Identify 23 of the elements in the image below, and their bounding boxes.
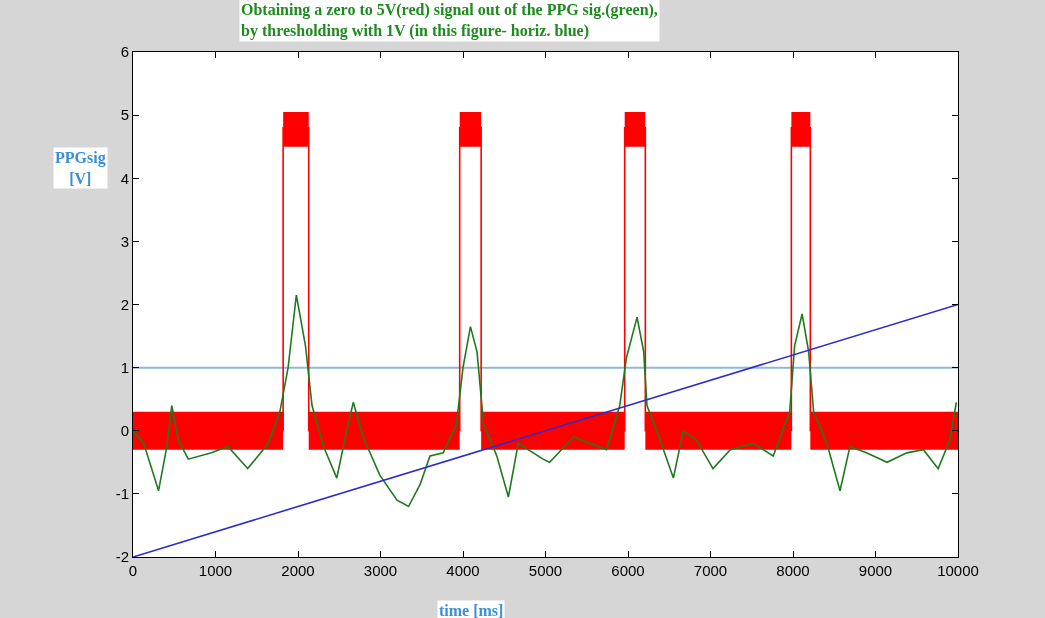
x-tick-label: 3000 (363, 562, 398, 579)
y-tick-label: 0 (120, 422, 129, 439)
y-tick-label: 6 (120, 43, 129, 61)
x-tick-label: 6000 (611, 562, 645, 579)
x-tick-label: 2000 (281, 562, 315, 579)
line-series (133, 294, 958, 508)
y-tick-label: 3 (120, 232, 129, 250)
chart-title: Obtaining a zero to 5V(red) signal out of the PPG sig.(green), by thresholding with 1V (in this figure- horiz. blue) (241, 1, 658, 40)
x-tick-label: 8000 (776, 562, 810, 579)
y-tick-label: 2 (120, 295, 129, 313)
x-tick-label: 5000 (528, 562, 563, 579)
y-tick-label: 5 (120, 106, 129, 124)
x-tick-label: 1000 (198, 562, 233, 579)
x-tick-label: 10000 (937, 562, 979, 579)
y-tick-label: -2 (115, 548, 129, 566)
x-tick-label: 4000 (446, 562, 480, 579)
x-tick-label: 7000 (693, 562, 728, 579)
x-axis-title: time [ms] (439, 602, 504, 618)
y-tick-label: 4 (120, 169, 129, 187)
y-tick-label: 1 (120, 358, 129, 376)
x-tick-label: 9000 (858, 562, 893, 579)
y-axis-title: PPGsig [V] (55, 149, 106, 187)
y-tick-label: -1 (115, 485, 129, 503)
